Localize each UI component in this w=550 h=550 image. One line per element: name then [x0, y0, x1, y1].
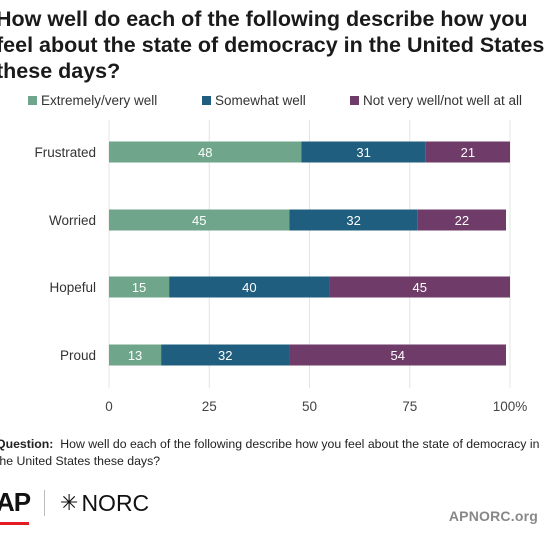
ap-logo: AP [0, 487, 31, 517]
x-tick-label: 0 [105, 399, 113, 414]
logo-divider [44, 490, 45, 516]
chart-legend: Extremely/very well Somewhat well Not ve… [0, 93, 550, 111]
legend-item-extremely-very-well: Extremely/very well [28, 93, 157, 108]
stacked-bar-chart: 0 25 50 75 100% Frustrated 48 31 21 Worried 45 32 22… [34, 120, 528, 414]
data-label: 15 [132, 280, 146, 295]
norc-logo-text: NORC [81, 490, 150, 516]
legend-label: Extremely/very well [41, 93, 158, 108]
chart-title: How well do each of the following descri… [0, 7, 545, 83]
bar-segment [289, 344, 506, 366]
legend-item-not-well: Not very well/not well at all [350, 93, 522, 108]
category-label: Hopeful [49, 280, 96, 295]
x-tick-label: 50 [302, 399, 317, 414]
norc-star-icon: ✳ [60, 490, 79, 515]
x-tick-label: 25 [202, 399, 217, 414]
website-label: APNORC.org [448, 508, 538, 524]
data-label: 45 [413, 280, 427, 295]
data-label: 32 [218, 348, 232, 363]
bar-segment [109, 344, 162, 366]
norc-logo: ✳ NORC [60, 489, 149, 517]
bar-segment [161, 344, 290, 366]
bar-segment [301, 141, 426, 163]
bar-segment [329, 276, 510, 298]
question-footnote: Question: How well do each of the follow… [0, 436, 548, 470]
legend-swatch [202, 96, 211, 105]
footnote-label: Question: [0, 437, 54, 451]
data-label: 21 [461, 145, 475, 160]
x-tick-label: 75 [402, 399, 417, 414]
footnote-text: How well do each of the following descri… [0, 437, 540, 468]
bar-segment [109, 209, 290, 231]
bar-segment [169, 276, 330, 298]
data-label: 13 [128, 348, 142, 363]
data-label: 22 [455, 213, 469, 228]
legend-swatch [350, 96, 359, 105]
bar-segment [425, 141, 510, 163]
category-label: Worried [49, 213, 96, 228]
data-label: 40 [242, 280, 256, 295]
category-label: Proud [60, 348, 96, 363]
legend-label: Not very well/not well at all [363, 93, 523, 108]
data-label: 45 [192, 213, 206, 228]
x-tick-label: 100% [493, 399, 528, 414]
legend-label: Somewhat well [215, 93, 306, 108]
legend-item-somewhat-well: Somewhat well [202, 93, 306, 108]
ap-logo-underline [0, 522, 29, 525]
bar-segment [289, 209, 418, 231]
bar-segment [109, 141, 302, 163]
category-label: Frustrated [34, 145, 96, 160]
data-label: 54 [390, 348, 404, 363]
data-label: 31 [356, 145, 370, 160]
bar-segment [417, 209, 506, 231]
bar-segment [109, 276, 170, 298]
legend-swatch [28, 96, 37, 105]
data-label: 48 [198, 145, 212, 160]
data-label: 32 [346, 213, 360, 228]
